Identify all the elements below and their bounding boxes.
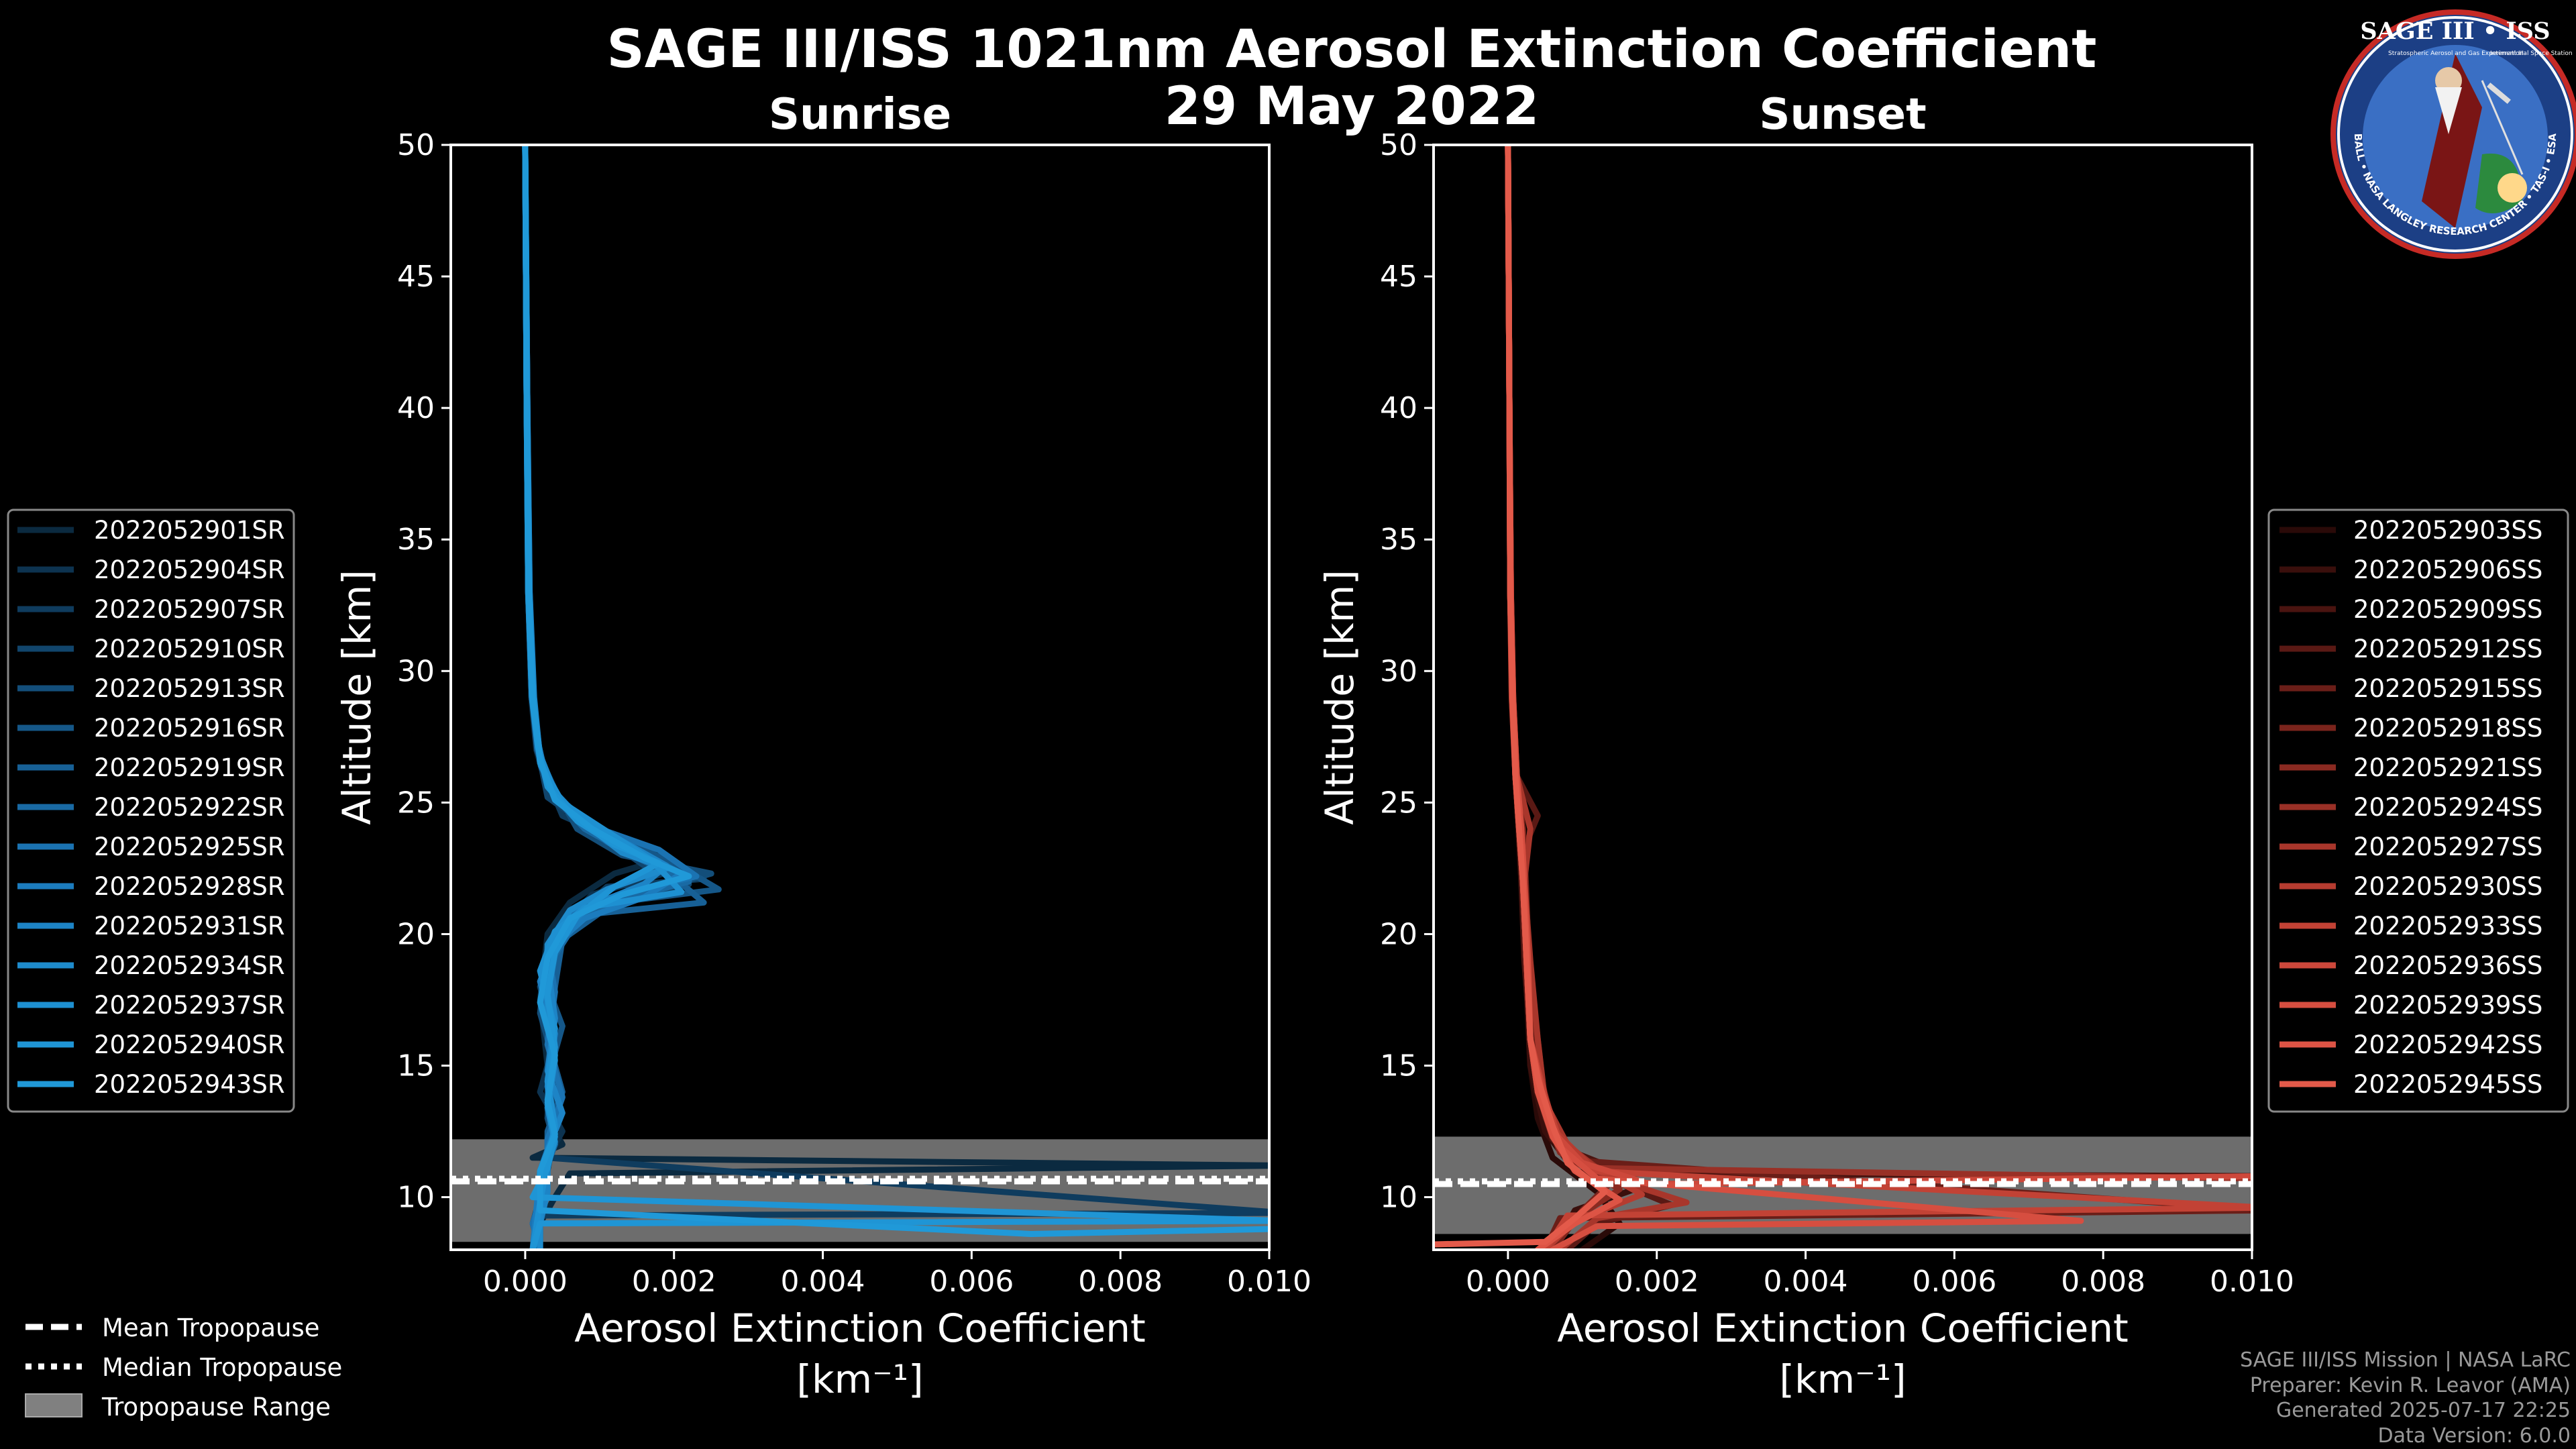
sunrise-legend: 2022052901SR 2022052904SR 2022052907SR 2022… (7, 508, 295, 1113)
sunrise-legend-label: 2022052910SR (94, 635, 285, 663)
sunrise-legend-label: 2022052913SR (94, 674, 285, 703)
sunrise-legend-label: 2022052916SR (94, 714, 285, 743)
sunrise-ytick-label: 15 (397, 1049, 435, 1083)
figure-date: 29 May 2022 (1165, 76, 1540, 137)
sunset-xtick-label: 0.000 (1466, 1265, 1550, 1299)
sunset-legend-label: 2022052927SS (2353, 833, 2542, 861)
sunset-plot-frame (1432, 144, 2253, 1251)
sunset-ytick-label: 25 (1380, 786, 1417, 820)
sunrise-legend-label: 2022052922SR (94, 793, 285, 822)
sunset-legend-label: 2022052942SS (2353, 1030, 2542, 1059)
sunrise-ytick-label: 40 (397, 391, 435, 425)
mean-tropopause-label: Mean Tropopause (102, 1313, 320, 1342)
sunset-legend-label: 2022052906SS (2353, 555, 2542, 584)
sunset-xtick-label: 0.002 (1615, 1265, 1699, 1299)
sunset-ytick-label: 45 (1380, 260, 1417, 294)
sunset-legend-label: 2022052915SS (2353, 674, 2542, 703)
footer-generated: Generated 2025-07-17 22:25 (2276, 1399, 2571, 1422)
sunset-legend-label: 2022052939SS (2353, 991, 2542, 1020)
sunset-legend-label: 2022052933SS (2353, 912, 2542, 941)
sunrise-ytick-label: 35 (397, 523, 435, 557)
sunset-legend-label: 2022052912SS (2353, 635, 2542, 663)
sunset-legend-label: 2022052924SS (2353, 793, 2542, 822)
sunrise-legend-label: 2022052931SR (94, 912, 285, 941)
sunset-xtick-label: 0.006 (1912, 1265, 1996, 1299)
sunrise-legend-label: 2022052934SR (94, 951, 285, 980)
tropopause-range-label: Tropopause Range (101, 1393, 331, 1421)
tropopause-legend: Mean Tropopause Median Tropopause Tropop… (25, 1313, 342, 1421)
sunrise-legend-label: 2022052937SR (94, 991, 285, 1020)
sunset-ytick-label: 35 (1380, 523, 1417, 557)
sunset-panel: 0.000 0.002 0.004 0.006 0.008 0.010 10 15 20 25 30… (1317, 90, 2294, 1402)
footer: SAGE III/ISS Mission | NASA LaRC Prepare… (2240, 1348, 2571, 1448)
sunrise-legend-label: 2022052925SR (94, 833, 285, 861)
sunrise-xtick-label: 0.010 (1227, 1265, 1311, 1299)
sunrise-legend-label: 2022052943SR (94, 1070, 285, 1099)
sunset-legend-label: 2022052936SS (2353, 951, 2542, 980)
sunrise-ytick-label: 25 (397, 786, 435, 820)
footer-version: Data Version: 6.0.0 (2378, 1424, 2571, 1448)
sunset-ytick-label: 10 (1380, 1181, 1417, 1215)
sunrise-xtick-label: 0.004 (781, 1265, 865, 1299)
sunset-ytick-label: 50 (1380, 128, 1417, 162)
sunrise-xaxis-units: [km⁻¹] (796, 1356, 923, 1402)
sunrise-legend-label: 2022052904SR (94, 555, 285, 584)
sunset-legend-label: 2022052945SS (2353, 1070, 2542, 1099)
sunrise-xtick-label: 0.006 (929, 1265, 1014, 1299)
sunrise-legend-label: 2022052919SR (94, 753, 285, 782)
sunset-ytick-label: 20 (1380, 917, 1417, 951)
sunset-series-line-2022052945SS (1434, 145, 1608, 1248)
sunset-legend-label: 2022052918SS (2353, 714, 2542, 743)
sunrise-ytick-label: 50 (397, 128, 435, 162)
sunrise-panel-title: Sunrise (769, 90, 951, 140)
sunset-ytick-label: 40 (1380, 391, 1417, 425)
median-tropopause-label: Median Tropopause (102, 1353, 342, 1382)
logo-title: SAGE III • ISS (2360, 17, 2550, 45)
sunset-ytick-label: 15 (1380, 1049, 1417, 1083)
sunrise-xtick-label: 0.002 (632, 1265, 716, 1299)
sunset-legend: 2022052903SS 2022052906SS 2022052909SS 2022… (2267, 508, 2569, 1113)
sunset-xtick-label: 0.008 (2061, 1265, 2145, 1299)
sunrise-legend-label: 2022052901SR (94, 516, 285, 545)
sunset-xaxis-label: Aerosol Extinction Coefficient (1557, 1305, 2129, 1351)
sunrise-panel: 0.000 0.002 0.004 0.006 0.008 0.010 10 15 20 25 30… (334, 90, 1311, 1402)
sunrise-series-line-2022052943SR (522, 145, 1269, 1237)
footer-mission: SAGE III/ISS Mission | NASA LaRC (2240, 1348, 2571, 1372)
sunset-legend-label: 2022052930SS (2353, 872, 2542, 901)
sunrise-legend-label: 2022052940SR (94, 1030, 285, 1059)
sunrise-legend-label: 2022052907SR (94, 595, 285, 624)
logo-small-right: International Space Station (2490, 50, 2573, 57)
sunrise-xtick-label: 0.000 (483, 1265, 568, 1299)
sunrise-plot-frame (449, 144, 1271, 1251)
sunset-xaxis-units: [km⁻¹] (1779, 1356, 1906, 1402)
logo-small-left: Stratospheric Aerosol and Gas Experiment… (2388, 50, 2524, 57)
sunrise-ytick-label: 20 (397, 917, 435, 951)
wizard-figure (2422, 54, 2482, 228)
sunrise-xaxis-label: Aerosol Extinction Coefficient (574, 1305, 1146, 1351)
sunrise-ytick-label: 10 (397, 1181, 435, 1215)
sunrise-ytick-label: 30 (397, 654, 435, 688)
sunrise-yaxis-label: Altitude [km] (334, 570, 380, 824)
sunset-xtick-label: 0.010 (2210, 1265, 2294, 1299)
sun-icon (2498, 173, 2527, 203)
sunset-legend-label: 2022052903SS (2353, 516, 2542, 545)
sunset-legend-label: 2022052921SS (2353, 753, 2542, 782)
sunset-ytick-label: 30 (1380, 654, 1417, 688)
sunrise-ytick-label: 45 (397, 260, 435, 294)
sage-iii-iss-logo: SAGE III • ISS BALL • NASA LANGLEY RESEA… (2330, 9, 2576, 259)
figure-title: SAGE III/ISS 1021nm Aerosol Extinction C… (607, 19, 2097, 80)
sunset-legend-label: 2022052909SS (2353, 595, 2542, 624)
sunrise-legend-label: 2022052928SR (94, 872, 285, 901)
sunset-panel-title: Sunset (1759, 90, 1926, 140)
footer-preparer: Preparer: Kevin R. Leavor (AMA) (2250, 1374, 2571, 1397)
sunset-yaxis-label: Altitude [km] (1317, 570, 1362, 824)
sunset-xtick-label: 0.004 (1764, 1265, 1848, 1299)
sunrise-xtick-label: 0.008 (1078, 1265, 1163, 1299)
